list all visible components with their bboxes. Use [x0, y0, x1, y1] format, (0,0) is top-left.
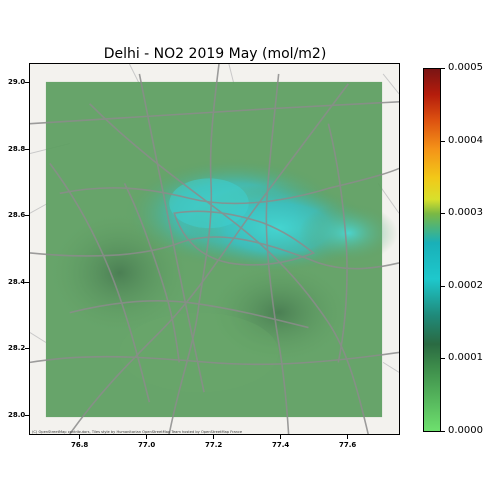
colorbar-tick-mark	[441, 431, 445, 432]
colorbar-tick-mark	[441, 141, 445, 142]
roads	[30, 64, 399, 434]
colorbar-tick-mark	[441, 358, 445, 359]
x-tick-mark	[280, 435, 281, 439]
y-tick-label: 28.6	[8, 211, 26, 219]
y-tick-mark	[25, 149, 29, 150]
map-panel[interactable]: (C) OpenStreetMap contributors, Tiles st…	[29, 63, 400, 435]
x-tick-mark	[347, 435, 348, 439]
x-tick-label: 77.2	[205, 441, 223, 449]
y-tick-label: 28.4	[8, 278, 26, 286]
y-tick-label: 29.0	[8, 78, 26, 86]
y-tick-label: 28.0	[8, 411, 26, 419]
x-tick-label: 77.0	[138, 441, 156, 449]
colorbar-label: 0.0001	[448, 352, 483, 363]
colorbar-label: 0.0003	[448, 207, 483, 218]
x-tick-label: 76.8	[71, 441, 89, 449]
x-tick-mark	[213, 435, 214, 439]
no2-overlay	[45, 81, 399, 418]
colorbar-label: 0.0004	[448, 135, 483, 146]
colorbar-label: 0.0000	[448, 425, 483, 436]
x-tick-label: 77.6	[339, 441, 357, 449]
hotspot-edge	[298, 203, 399, 263]
map-attribution: (C) OpenStreetMap contributors, Tiles st…	[32, 430, 243, 434]
y-tick-mark	[25, 282, 29, 283]
map-title: Delhi - NO2 2019 May (mol/m2)	[103, 46, 327, 62]
colorbar-tick-mark	[441, 286, 445, 287]
colorbar-label: 0.0005	[448, 62, 483, 73]
y-tick-label: 28.8	[8, 145, 26, 153]
y-tick-mark	[25, 348, 29, 349]
x-tick-mark	[79, 435, 80, 439]
no2-map	[30, 64, 399, 434]
colorbar-tick-mark	[441, 68, 445, 69]
x-tick-mark	[146, 435, 147, 439]
y-tick-mark	[25, 82, 29, 83]
y-tick-mark	[25, 415, 29, 416]
colorbar-label: 0.0002	[448, 280, 483, 291]
y-tick-label: 28.2	[8, 344, 26, 352]
x-tick-label: 77.4	[272, 441, 290, 449]
colorbar	[423, 68, 441, 432]
colorbar-tick-mark	[441, 213, 445, 214]
y-tick-mark	[25, 215, 29, 216]
